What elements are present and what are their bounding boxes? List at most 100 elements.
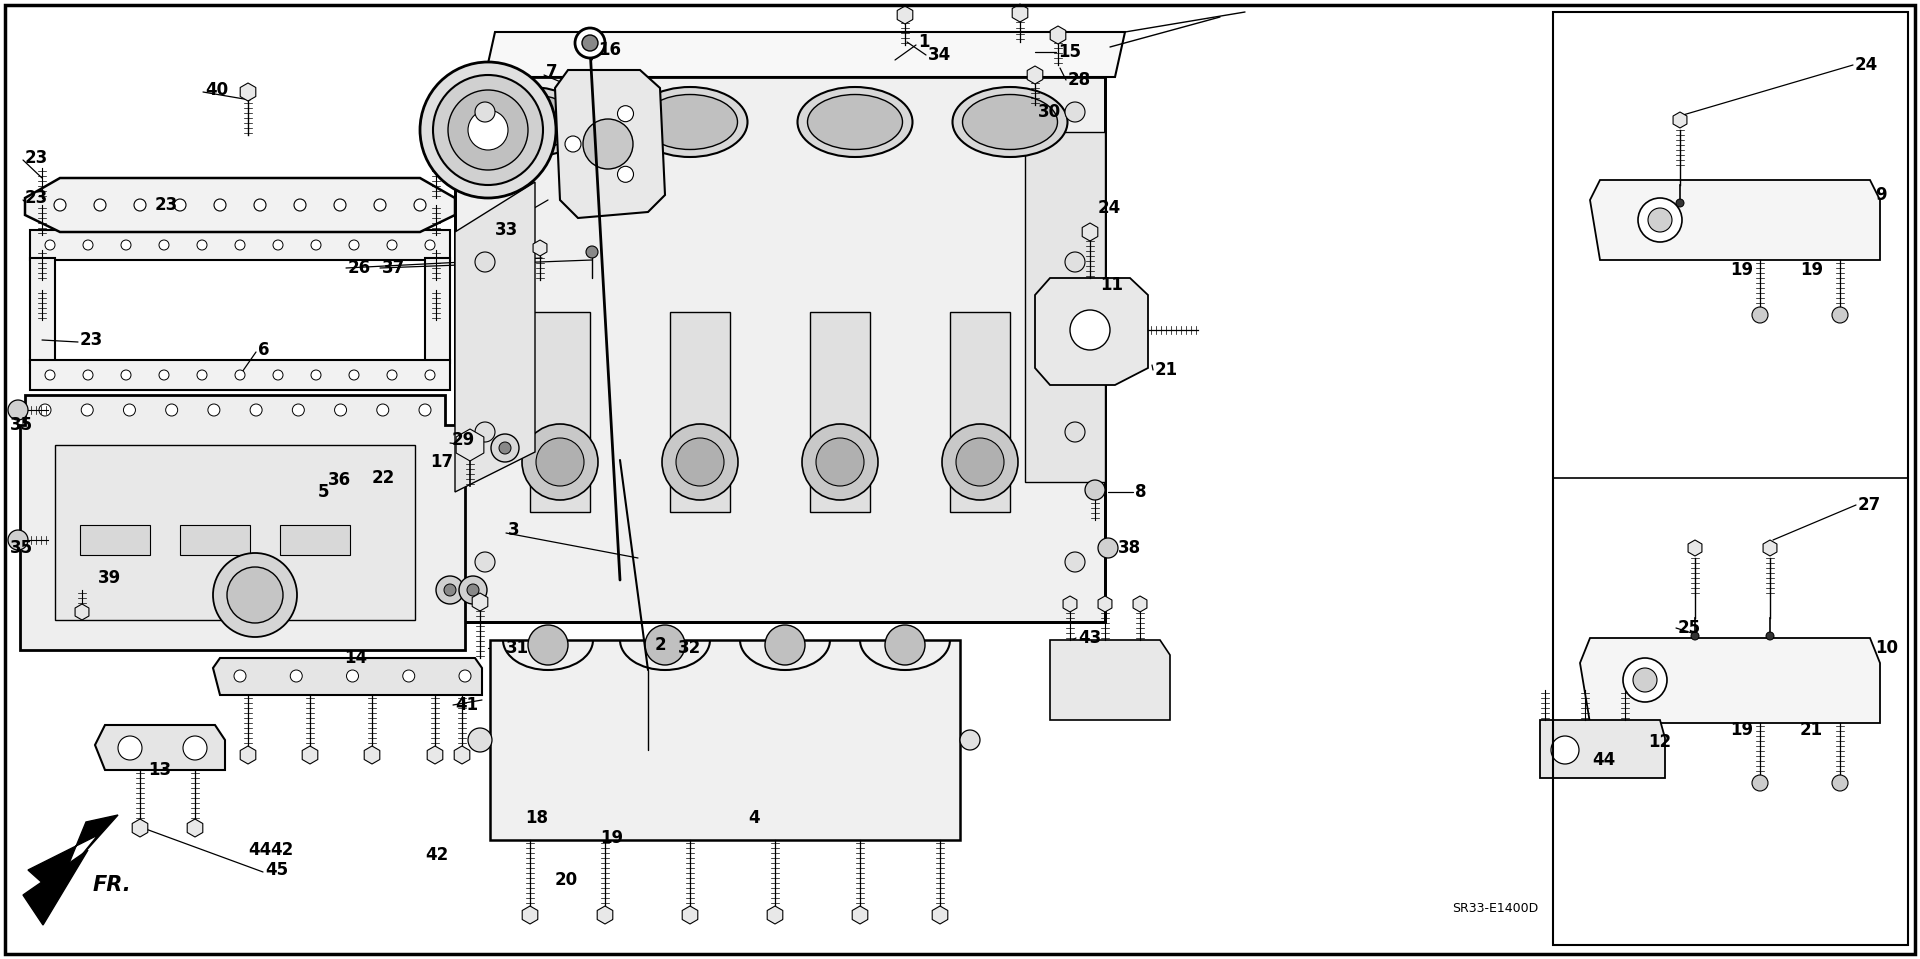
- Text: 37: 37: [382, 259, 405, 277]
- Circle shape: [38, 404, 52, 416]
- Bar: [31, 258, 56, 363]
- Text: 4: 4: [749, 809, 760, 827]
- Circle shape: [234, 240, 246, 250]
- Text: 6: 6: [257, 341, 269, 359]
- Text: 10: 10: [1876, 639, 1899, 657]
- Circle shape: [618, 166, 634, 182]
- Text: 21: 21: [1801, 721, 1824, 739]
- Circle shape: [960, 730, 979, 750]
- Circle shape: [436, 576, 465, 604]
- Circle shape: [474, 252, 495, 272]
- Polygon shape: [301, 746, 319, 764]
- Bar: [490, 640, 960, 840]
- Circle shape: [816, 438, 864, 486]
- Polygon shape: [1590, 180, 1880, 260]
- Polygon shape: [457, 429, 484, 461]
- Text: 20: 20: [555, 871, 578, 889]
- Bar: [81, 525, 150, 555]
- Text: 21: 21: [1156, 361, 1179, 379]
- Circle shape: [290, 670, 301, 682]
- Text: 9: 9: [1876, 186, 1887, 204]
- Circle shape: [499, 442, 511, 454]
- Text: 31: 31: [507, 639, 530, 657]
- Circle shape: [1622, 658, 1667, 702]
- Circle shape: [374, 199, 386, 211]
- Circle shape: [83, 240, 92, 250]
- Circle shape: [564, 136, 582, 152]
- Circle shape: [334, 199, 346, 211]
- Text: 43: 43: [1077, 629, 1102, 647]
- Polygon shape: [768, 906, 783, 924]
- Bar: [56, 445, 415, 620]
- Circle shape: [420, 62, 557, 198]
- Circle shape: [447, 90, 528, 170]
- Circle shape: [292, 404, 305, 416]
- Circle shape: [885, 625, 925, 665]
- Circle shape: [213, 553, 298, 637]
- Text: 35: 35: [10, 539, 33, 557]
- Ellipse shape: [962, 95, 1058, 150]
- Circle shape: [334, 404, 346, 416]
- Circle shape: [1676, 199, 1684, 207]
- Circle shape: [388, 240, 397, 250]
- Circle shape: [8, 400, 29, 420]
- Text: 30: 30: [1039, 103, 1062, 121]
- Circle shape: [1832, 307, 1847, 323]
- Polygon shape: [455, 182, 536, 492]
- Circle shape: [403, 670, 415, 682]
- Text: 40: 40: [205, 81, 228, 99]
- Text: 17: 17: [430, 453, 453, 471]
- Circle shape: [198, 240, 207, 250]
- Circle shape: [582, 35, 597, 51]
- Bar: [950, 312, 1010, 512]
- Circle shape: [492, 434, 518, 462]
- Ellipse shape: [472, 87, 588, 157]
- Circle shape: [474, 422, 495, 442]
- Circle shape: [424, 240, 436, 250]
- Circle shape: [1766, 632, 1774, 640]
- Text: 23: 23: [25, 189, 48, 207]
- Polygon shape: [1580, 638, 1880, 723]
- Circle shape: [1085, 480, 1106, 500]
- Polygon shape: [555, 70, 664, 218]
- Circle shape: [467, 584, 478, 596]
- Circle shape: [1692, 632, 1699, 640]
- Polygon shape: [19, 395, 465, 650]
- Circle shape: [234, 370, 246, 380]
- Text: 33: 33: [495, 221, 518, 239]
- Text: 39: 39: [98, 569, 121, 587]
- Polygon shape: [188, 819, 204, 837]
- Bar: [810, 312, 870, 512]
- Polygon shape: [472, 593, 488, 611]
- Polygon shape: [23, 850, 88, 925]
- Bar: [1025, 132, 1106, 482]
- Circle shape: [574, 28, 605, 58]
- Polygon shape: [597, 906, 612, 924]
- Text: 23: 23: [81, 331, 104, 349]
- Polygon shape: [486, 32, 1125, 77]
- Text: 14: 14: [344, 649, 367, 667]
- Polygon shape: [933, 906, 948, 924]
- Text: 2: 2: [655, 636, 666, 654]
- Circle shape: [207, 404, 221, 416]
- Circle shape: [349, 240, 359, 250]
- Circle shape: [165, 404, 179, 416]
- Circle shape: [121, 240, 131, 250]
- Circle shape: [459, 670, 470, 682]
- Circle shape: [1634, 668, 1657, 692]
- Circle shape: [134, 199, 146, 211]
- Text: 15: 15: [1058, 43, 1081, 61]
- Circle shape: [943, 424, 1018, 500]
- Circle shape: [227, 567, 282, 623]
- Circle shape: [273, 240, 282, 250]
- Circle shape: [81, 404, 94, 416]
- Circle shape: [1098, 538, 1117, 558]
- Text: 44: 44: [248, 841, 271, 859]
- Text: 11: 11: [1100, 276, 1123, 294]
- Circle shape: [1751, 307, 1768, 323]
- Ellipse shape: [643, 95, 737, 150]
- Circle shape: [376, 404, 388, 416]
- Bar: [280, 525, 349, 555]
- Polygon shape: [897, 6, 912, 24]
- Polygon shape: [522, 906, 538, 924]
